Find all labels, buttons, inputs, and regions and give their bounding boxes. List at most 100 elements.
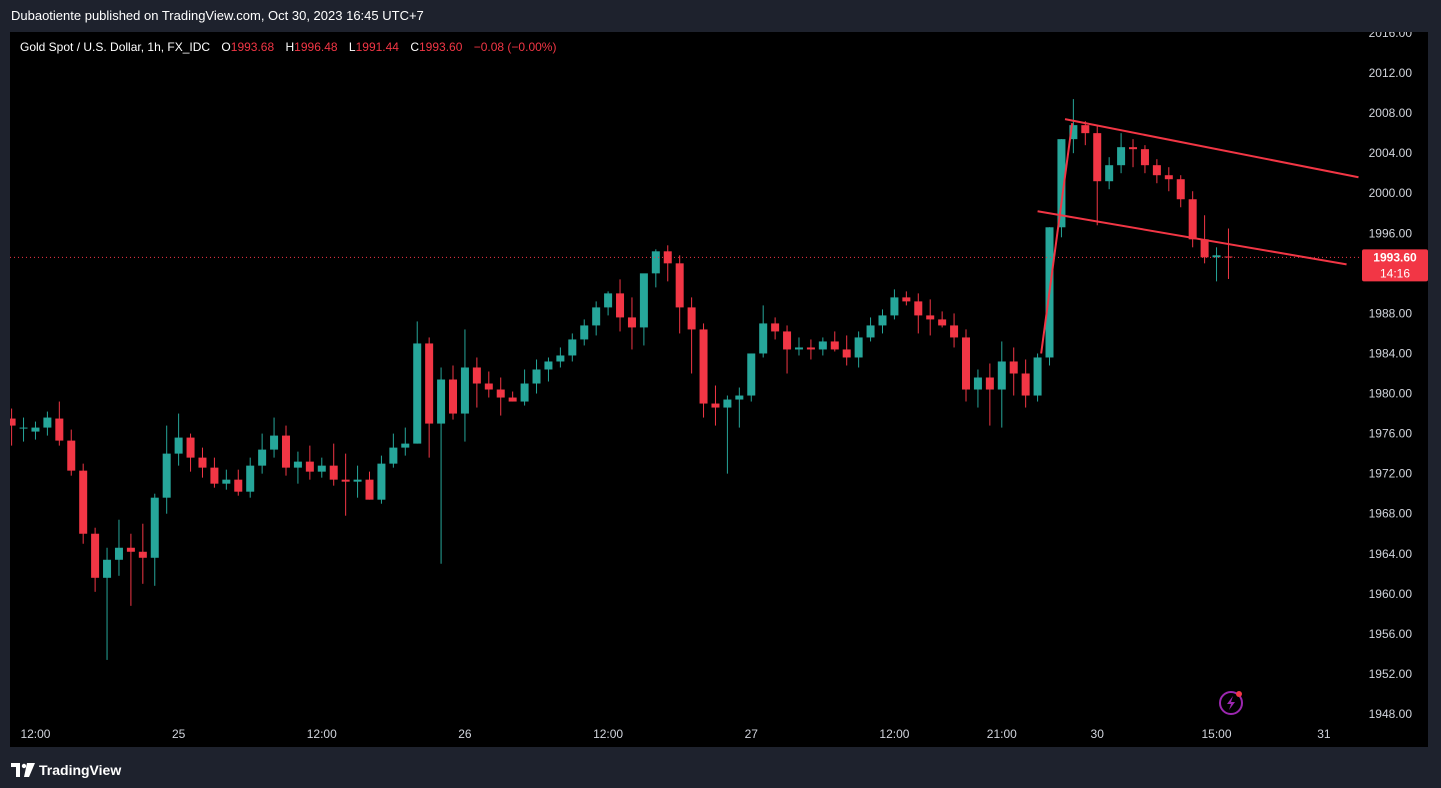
candle — [103, 547, 112, 660]
candle-body — [711, 403, 720, 408]
open-label: O — [221, 40, 230, 54]
candle-body — [1224, 256, 1233, 258]
candle — [43, 411, 52, 436]
candle-body — [377, 463, 386, 500]
candle-body — [1069, 125, 1078, 140]
candle — [150, 493, 159, 586]
candle — [389, 433, 398, 468]
candle-body — [1176, 179, 1185, 200]
candle — [1069, 99, 1078, 154]
candle-body — [1021, 373, 1030, 396]
candle-body — [962, 337, 970, 390]
candle-body — [258, 449, 267, 466]
candle-body — [532, 369, 541, 384]
candle — [1212, 247, 1221, 282]
candle — [711, 385, 720, 426]
x-tick-label: 31 — [1317, 727, 1331, 741]
candle — [818, 337, 827, 356]
high-label: H — [286, 40, 295, 54]
candle — [472, 357, 481, 408]
y-tick-label: 2016.00 — [1369, 32, 1413, 40]
candle-body — [639, 273, 648, 328]
candle-body — [723, 399, 732, 408]
candle-body — [437, 379, 446, 424]
candle — [902, 291, 911, 306]
candle-body — [592, 307, 601, 326]
candle — [186, 433, 195, 472]
candle-body — [1057, 139, 1066, 228]
candle — [568, 333, 577, 362]
candle — [138, 523, 147, 584]
candle — [317, 457, 326, 478]
candle — [55, 401, 64, 446]
candle — [759, 305, 768, 358]
y-tick-label: 2012.00 — [1369, 66, 1413, 80]
candle — [281, 425, 290, 476]
chart-area[interactable]: 2016.00 2012.00 2008.00 2004.00 2000.00 1996.… — [7, 26, 1428, 747]
candle — [1176, 175, 1185, 208]
candle-body — [735, 395, 744, 400]
candle — [1152, 159, 1161, 184]
candle — [604, 291, 613, 316]
candle-body — [1129, 147, 1138, 150]
candle — [401, 427, 410, 456]
candle-body — [413, 343, 422, 444]
symbol-legend: Gold Spot / U.S. Dollar, 1h, FX_IDC O199… — [20, 40, 556, 54]
change-value: −0.08 (−0.00%) — [474, 40, 557, 54]
candle-body — [604, 293, 613, 308]
candle-body — [472, 367, 481, 384]
y-tick-label: 2004.00 — [1369, 146, 1413, 160]
alert-icon[interactable] — [1219, 691, 1243, 715]
x-tick-label: 27 — [745, 727, 759, 741]
candle — [449, 365, 458, 420]
y-tick-label: 1984.00 — [1369, 346, 1413, 360]
candle — [938, 311, 947, 328]
candle-body — [460, 367, 469, 414]
candle — [174, 413, 183, 466]
y-tick-label: 1964.00 — [1369, 547, 1413, 561]
candle-body — [198, 457, 207, 468]
candle — [1009, 347, 1018, 396]
candle-body — [759, 323, 768, 354]
y-tick-label: 1972.00 — [1369, 467, 1413, 481]
candle — [794, 337, 803, 356]
y-tick-label: 1988.00 — [1369, 306, 1413, 320]
candle-body — [19, 427, 28, 429]
candle-body — [973, 377, 982, 390]
candle-body — [950, 325, 959, 338]
candle — [484, 371, 493, 398]
candle-body — [1033, 357, 1042, 396]
x-tick-label: 12:00 — [593, 727, 623, 741]
candle — [926, 299, 935, 336]
candle — [377, 455, 386, 504]
publisher-header: Dubaotiente published on TradingView.com… — [11, 8, 424, 23]
candle — [460, 329, 469, 442]
trend-line — [1037, 210, 1347, 266]
open-value: 1993.68 — [231, 40, 275, 54]
candle-body — [806, 347, 815, 350]
candle — [1021, 359, 1030, 408]
candle-body — [747, 353, 756, 396]
candle-body — [818, 341, 827, 350]
candle-body — [687, 307, 696, 330]
candle-body — [914, 301, 923, 316]
candle-body — [997, 361, 1006, 390]
x-tick-label: 12:00 — [307, 727, 337, 741]
candle-body — [305, 461, 314, 472]
candle-body — [449, 379, 458, 414]
candlestick-chart[interactable]: 2016.00 2012.00 2008.00 2004.00 2000.00 1996.… — [7, 26, 1428, 747]
candle — [222, 469, 231, 490]
candle-body — [854, 337, 863, 358]
candle — [210, 457, 219, 488]
candle-body — [7, 418, 16, 426]
y-tick-label: 1968.00 — [1369, 507, 1413, 521]
x-tick-label: 26 — [458, 727, 472, 741]
candle-body — [138, 551, 147, 558]
candle — [329, 443, 338, 486]
candle — [985, 363, 994, 426]
candle-body — [651, 251, 660, 274]
x-tick-label: 12:00 — [20, 727, 50, 741]
candle — [1117, 133, 1126, 174]
candle-body — [91, 533, 100, 578]
candle-body — [830, 341, 839, 350]
